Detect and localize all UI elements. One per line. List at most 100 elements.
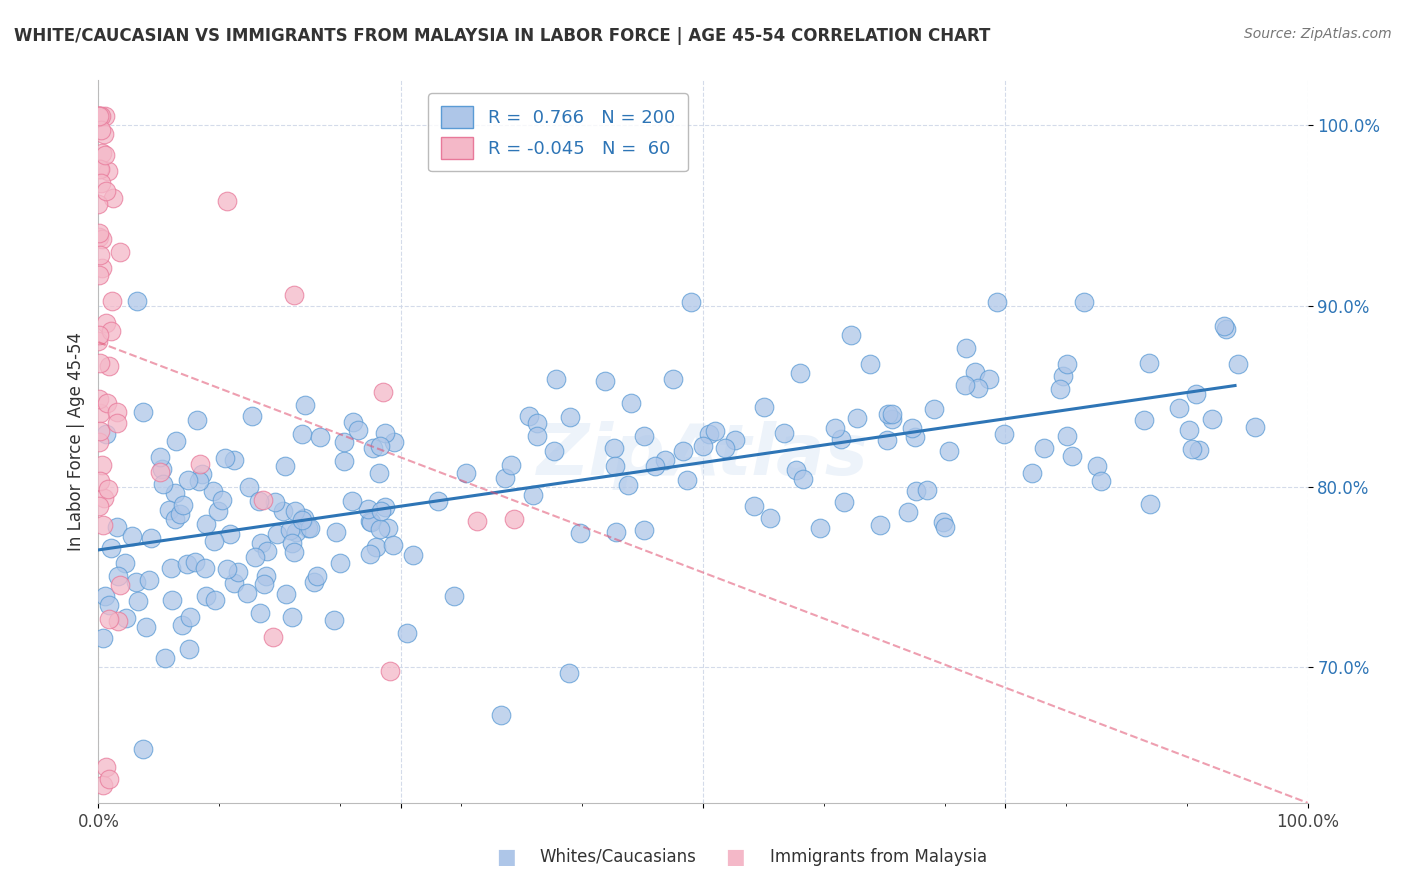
Point (993, 426, 1015, 441)
Point (90, 260, 112, 275)
Point (915, 483, 938, 497)
Point (955, 341, 977, 355)
Point (256, 544, 278, 558)
Point (89, 474, 111, 488)
Point (254, 569, 277, 583)
Point (90, 123, 112, 137)
Point (219, 526, 242, 541)
Point (281, 609, 304, 624)
Point (87, 334, 110, 349)
Point (785, 463, 807, 477)
Point (169, 507, 191, 521)
Text: ■: ■ (496, 847, 516, 867)
Point (194, 560, 217, 574)
Point (91, 232, 114, 246)
Point (93, 148, 115, 162)
Point (329, 556, 352, 570)
Point (127, 594, 149, 608)
Point (744, 499, 766, 513)
Point (97, 612, 120, 626)
Point (131, 405, 153, 419)
Point (188, 457, 211, 471)
Point (211, 492, 233, 507)
Point (359, 547, 381, 561)
Point (977, 372, 1000, 386)
Point (395, 625, 418, 640)
Point (754, 400, 776, 414)
Point (522, 487, 544, 501)
Point (360, 515, 382, 529)
Text: Whites/Caucasians: Whites/Caucasians (540, 848, 696, 866)
Point (89, 227, 111, 241)
Point (654, 453, 676, 467)
Point (101, 294, 124, 309)
Point (97, 163, 120, 178)
Point (342, 415, 364, 429)
Point (963, 365, 986, 379)
Point (292, 511, 315, 525)
Point (98, 359, 121, 374)
Point (170, 617, 193, 632)
Point (359, 514, 381, 528)
Point (194, 589, 217, 603)
Point (772, 426, 794, 441)
Point (149, 450, 172, 465)
Point (374, 426, 396, 441)
Point (402, 548, 425, 562)
Point (299, 521, 322, 535)
Point (1213, 319, 1236, 334)
Point (1021, 466, 1043, 480)
Point (291, 513, 314, 527)
Point (125, 574, 148, 589)
Point (87, 109, 110, 123)
Point (1201, 412, 1223, 426)
Point (96, 316, 118, 330)
Point (105, 520, 128, 534)
Point (247, 493, 270, 508)
Point (87, 268, 110, 282)
Point (125, 293, 148, 308)
Point (249, 606, 271, 620)
Point (100, 324, 122, 338)
Point (253, 577, 276, 591)
Point (384, 434, 406, 449)
Point (932, 516, 955, 530)
Point (228, 565, 250, 579)
Point (714, 441, 737, 455)
Text: WHITE/CAUCASIAN VS IMMIGRANTS FROM MALAYSIA IN LABOR FORCE | AGE 45-54 CORRELATI: WHITE/CAUCASIAN VS IMMIGRANTS FROM MALAY… (14, 27, 990, 45)
Point (201, 483, 224, 498)
Point (323, 613, 346, 627)
Point (1178, 423, 1201, 437)
Point (1056, 429, 1078, 443)
Point (904, 430, 927, 444)
Point (679, 295, 702, 310)
Point (204, 593, 226, 607)
Point (503, 512, 526, 526)
Point (108, 244, 131, 259)
Point (107, 614, 129, 628)
Point (371, 385, 394, 400)
Point (107, 569, 129, 583)
Point (87, 109, 110, 123)
Point (214, 451, 236, 466)
Point (333, 435, 356, 450)
Point (830, 432, 852, 446)
Point (1139, 356, 1161, 370)
Point (294, 398, 316, 412)
Point (262, 630, 284, 644)
Point (114, 556, 136, 570)
Point (274, 458, 297, 473)
Point (97, 482, 120, 496)
Point (370, 504, 392, 518)
Point (94, 427, 117, 442)
Point (91, 517, 114, 532)
Point (897, 505, 920, 519)
Point (172, 499, 194, 513)
Point (91, 778, 114, 792)
Point (89, 161, 111, 176)
Point (179, 610, 201, 624)
Point (499, 458, 522, 472)
Point (526, 417, 548, 431)
Point (1090, 475, 1112, 489)
Point (91, 145, 114, 160)
